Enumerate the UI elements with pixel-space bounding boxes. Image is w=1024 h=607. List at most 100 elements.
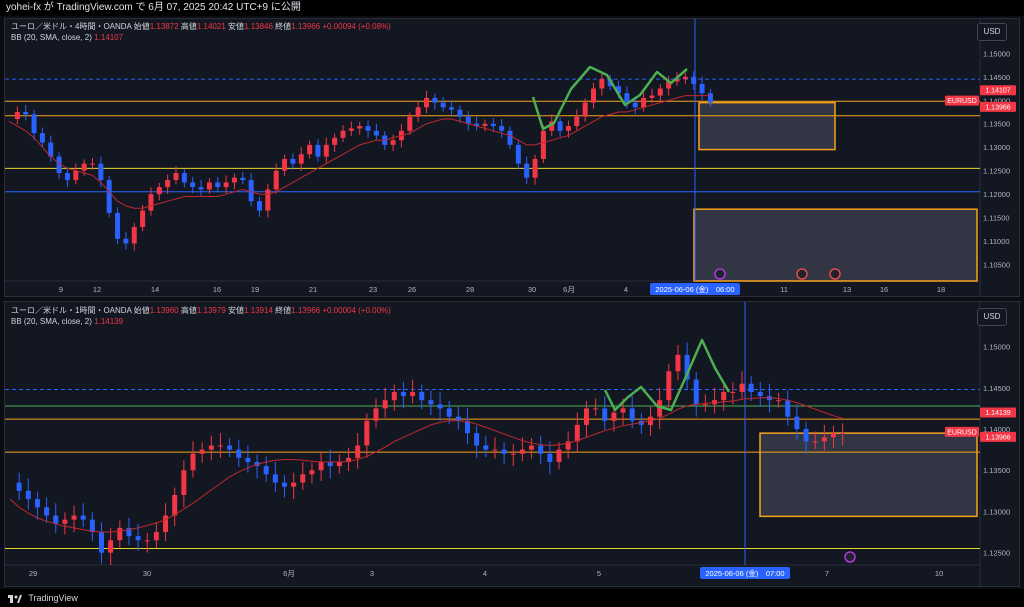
candle-body bbox=[336, 461, 342, 467]
candle-body bbox=[599, 79, 605, 89]
target-zone bbox=[759, 432, 978, 518]
chart-4h-canvas[interactable]: 1.15000 1.14500 1.14000 1.13500 1.13000 1.125… bbox=[5, 19, 1019, 296]
x-tick-label: 16 bbox=[880, 285, 888, 294]
candle-body bbox=[323, 144, 329, 157]
ohlc-high: 1.14021 bbox=[196, 22, 226, 31]
candle-body bbox=[540, 130, 546, 159]
candle-body bbox=[840, 433, 846, 435]
candle-body bbox=[48, 142, 54, 157]
candle-body bbox=[428, 400, 434, 405]
candle-body bbox=[173, 173, 179, 181]
x-tick-label: 6月 bbox=[563, 285, 575, 294]
candle-body bbox=[693, 379, 699, 405]
candle-body bbox=[190, 453, 196, 471]
candle-body bbox=[624, 93, 630, 103]
x-tick-label: 10 bbox=[935, 569, 943, 578]
candle-body bbox=[465, 116, 471, 124]
y-tick-label: 1.13000 bbox=[983, 143, 1010, 152]
x-tick-label: 13 bbox=[843, 285, 851, 294]
candle-body bbox=[272, 474, 278, 483]
y-tick-label: 1.12500 bbox=[983, 549, 1010, 558]
candle-body bbox=[457, 109, 463, 117]
candle-body bbox=[31, 114, 37, 134]
candle-body bbox=[208, 445, 214, 450]
ohlc-high-label: 高値 bbox=[180, 306, 197, 315]
bb-label: BB (20, SMA, close, 2) bbox=[11, 317, 92, 326]
candle-body bbox=[34, 499, 40, 508]
x-tick-label: 14 bbox=[151, 285, 159, 294]
y-tick-label: 1.14500 bbox=[983, 384, 1010, 393]
candle-body bbox=[437, 404, 443, 409]
candle-body bbox=[532, 158, 538, 178]
candle-body bbox=[223, 182, 229, 188]
candle-body bbox=[290, 158, 296, 164]
ohlc-close: 1.13966 bbox=[291, 306, 321, 315]
candle-body bbox=[44, 507, 50, 516]
event-marker-icon bbox=[844, 551, 856, 563]
candle-body bbox=[794, 416, 800, 430]
target-zone bbox=[698, 101, 836, 151]
price-tag-bg bbox=[945, 95, 979, 106]
candle-body bbox=[649, 95, 655, 98]
candle-body bbox=[812, 441, 818, 443]
candle-body bbox=[707, 93, 713, 103]
ohlc-low-label: 安値 bbox=[228, 22, 245, 31]
price-tag: 1.14107 bbox=[985, 88, 1010, 95]
candle-body bbox=[440, 102, 446, 108]
candle-body bbox=[98, 163, 104, 181]
pattern-wave-drawing bbox=[531, 65, 688, 131]
ohlc-change: +0.00004 (+0.00%) bbox=[322, 306, 391, 315]
candle-body bbox=[474, 123, 480, 127]
ohlc-close: 1.13966 bbox=[291, 22, 321, 31]
candle-body bbox=[390, 140, 396, 145]
candle-body bbox=[80, 515, 86, 520]
candle-body bbox=[190, 182, 196, 188]
currency-button[interactable]: USD bbox=[977, 23, 1007, 41]
candle-body bbox=[263, 466, 269, 475]
candle-body bbox=[547, 453, 553, 462]
crosshair-time-label-bg bbox=[700, 567, 790, 579]
candle-body bbox=[199, 449, 205, 454]
x-tick-label: 7 bbox=[825, 569, 829, 578]
crosshair-time-label-bg bbox=[650, 283, 740, 295]
ohlc-low-label: 安値 bbox=[228, 306, 245, 315]
candle-body bbox=[432, 97, 438, 103]
candle-body bbox=[557, 121, 563, 131]
chart-panel-1h[interactable]: 1.15000 1.14500 1.14000 1.13500 1.13000 1.125… bbox=[4, 301, 1020, 587]
currency-button[interactable]: USD bbox=[977, 308, 1007, 326]
candle-body bbox=[492, 449, 498, 451]
candle-body bbox=[298, 154, 304, 164]
event-marker-icon bbox=[796, 268, 808, 280]
candle-body bbox=[245, 457, 251, 462]
x-tick-label: 16 bbox=[213, 285, 221, 294]
bb-basis-line bbox=[9, 397, 843, 533]
candle-body bbox=[300, 474, 306, 483]
y-tick-label: 1.14500 bbox=[983, 73, 1010, 82]
candle-body bbox=[515, 144, 521, 164]
price-tag-bg bbox=[980, 431, 1016, 442]
chart-1h-canvas[interactable]: 1.15000 1.14500 1.14000 1.13500 1.13000 1.125… bbox=[5, 302, 1019, 586]
candle-body bbox=[415, 107, 421, 117]
candle-body bbox=[71, 515, 77, 520]
price-tag-bg bbox=[980, 85, 1016, 96]
publish-header: yohei-fx が TradingView.com で 6月 07, 2025… bbox=[0, 0, 1024, 16]
candle-body bbox=[327, 461, 333, 467]
candle-body bbox=[53, 515, 59, 524]
price-tag: 1.14139 bbox=[985, 410, 1010, 417]
candle-body bbox=[591, 88, 596, 103]
candle-body bbox=[135, 536, 141, 541]
candle-body bbox=[153, 532, 159, 541]
candle-body bbox=[23, 112, 29, 115]
candle-body bbox=[282, 482, 287, 487]
candle-body bbox=[574, 424, 580, 442]
candle-body bbox=[265, 189, 271, 211]
candle-body bbox=[675, 354, 681, 372]
chart-panel-4h[interactable]: 1.15000 1.14500 1.14000 1.13500 1.13000 1.125… bbox=[4, 18, 1020, 297]
y-tick-label: 1.13500 bbox=[983, 466, 1010, 475]
candle-body bbox=[115, 212, 121, 239]
tradingview-footer: TradingView bbox=[0, 589, 1024, 607]
event-marker-icon bbox=[714, 268, 726, 280]
x-tick-label: 4 bbox=[624, 285, 628, 294]
candle-body bbox=[629, 408, 635, 421]
candle-body bbox=[657, 88, 663, 96]
